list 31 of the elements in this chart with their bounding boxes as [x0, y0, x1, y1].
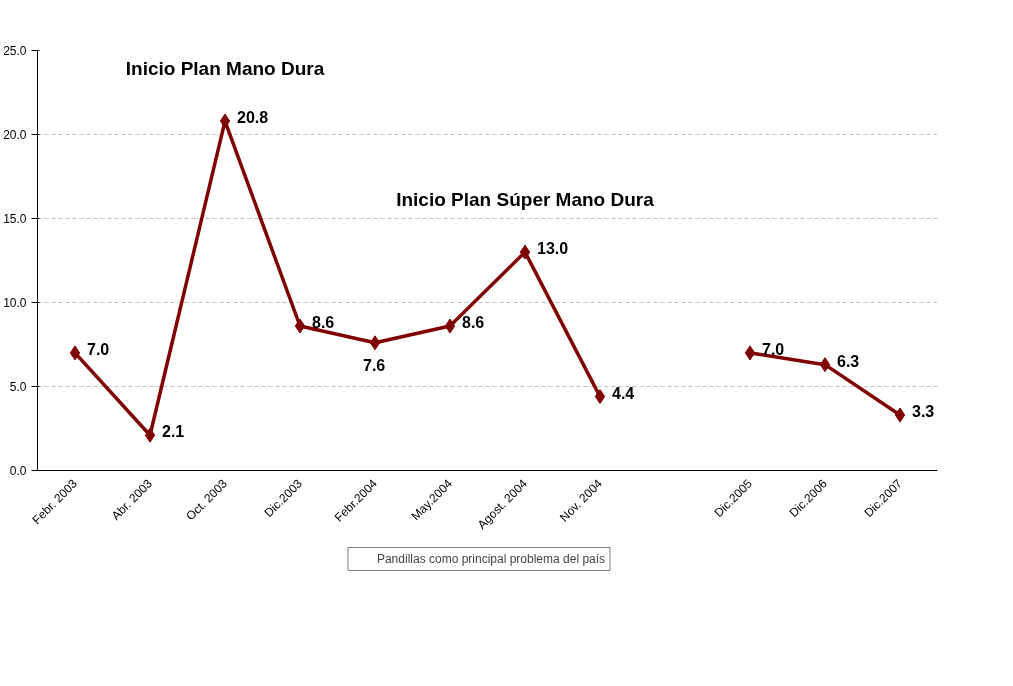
- data-label: 20.8: [237, 109, 269, 127]
- point: [594, 389, 606, 405]
- data-label: 7.0: [87, 340, 110, 358]
- data-label: 8.6: [312, 314, 335, 332]
- point: [444, 318, 456, 334]
- y-tick-label: 5.0: [9, 380, 27, 394]
- point: [519, 244, 531, 260]
- data-label: 7.0: [762, 340, 785, 358]
- data-label: 6.3: [837, 352, 860, 370]
- point: [744, 345, 756, 361]
- point: [894, 407, 906, 423]
- point: [69, 345, 81, 361]
- y-tick-label: 25.0: [3, 44, 27, 58]
- point: [369, 335, 381, 351]
- annotation: Inicio Plan Súper Mano Dura: [396, 189, 655, 211]
- y-tick-label: 0.0: [9, 464, 27, 478]
- y-tick-label: 20.0: [3, 128, 27, 142]
- y-tick-label: 15.0: [3, 212, 27, 226]
- point: [144, 427, 156, 443]
- data-label: 13.0: [537, 240, 569, 258]
- data-label: 3.3: [912, 403, 935, 421]
- data-label: 2.1: [162, 423, 185, 441]
- data-label: 7.6: [363, 356, 386, 374]
- point: [819, 357, 831, 373]
- point: [219, 113, 231, 129]
- annotation: Inicio Plan Mano Dura: [125, 58, 325, 80]
- point: [294, 318, 306, 334]
- text: Pandillas como principal problema del país: [376, 552, 606, 566]
- data-label: 4.4: [612, 384, 635, 402]
- y-tick-label: 10.0: [3, 296, 27, 310]
- data-label: 8.6: [462, 314, 485, 332]
